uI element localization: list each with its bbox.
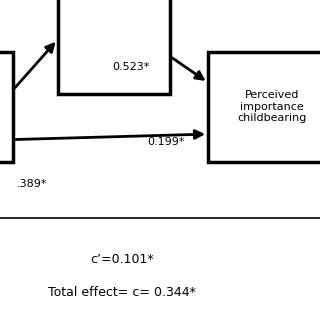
Text: Total effect= c= 0.344*: Total effect= c= 0.344* — [48, 286, 196, 299]
Text: Perceived
importance
childbearing: Perceived importance childbearing — [237, 90, 307, 123]
Text: 0.199*: 0.199* — [148, 137, 185, 147]
Text: .389*: .389* — [17, 180, 47, 189]
Text: 0.523*: 0.523* — [113, 62, 150, 72]
Bar — [58, 0, 170, 94]
Text: c’=0.101*: c’=0.101* — [90, 252, 153, 266]
Bar — [0, 52, 13, 162]
Bar — [208, 52, 320, 162]
